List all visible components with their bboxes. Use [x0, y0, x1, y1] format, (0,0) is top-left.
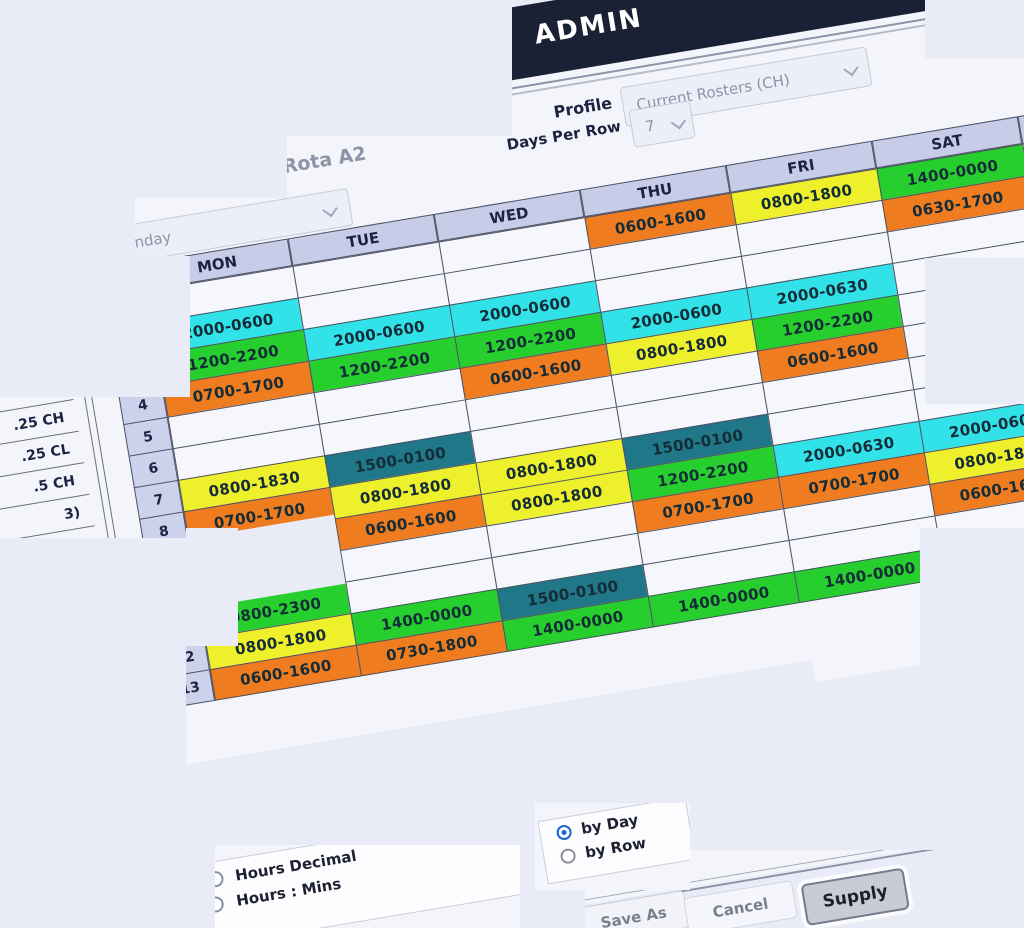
patch-left-top: [0, 136, 287, 198]
patch-left-mid: [0, 256, 190, 397]
patch-right-mid: [925, 258, 1024, 404]
patch-left-bottom: [0, 538, 186, 775]
chevron-down-icon: [843, 60, 859, 77]
patch-left-top2: [0, 198, 135, 256]
window-hours-options: Hours Decimal Hours : Mins: [215, 845, 520, 928]
window-display-options: by Day by Row: [535, 803, 690, 890]
patch-top-right: [925, 0, 1024, 58]
chevron-down-icon: [322, 201, 338, 218]
patch-rownum: [186, 528, 238, 646]
chevron-down-icon: [670, 114, 687, 130]
supply-button[interactable]: Supply: [800, 867, 910, 927]
days-per-row-value: 7: [643, 116, 657, 136]
patch-right-bottom: [920, 528, 1024, 775]
